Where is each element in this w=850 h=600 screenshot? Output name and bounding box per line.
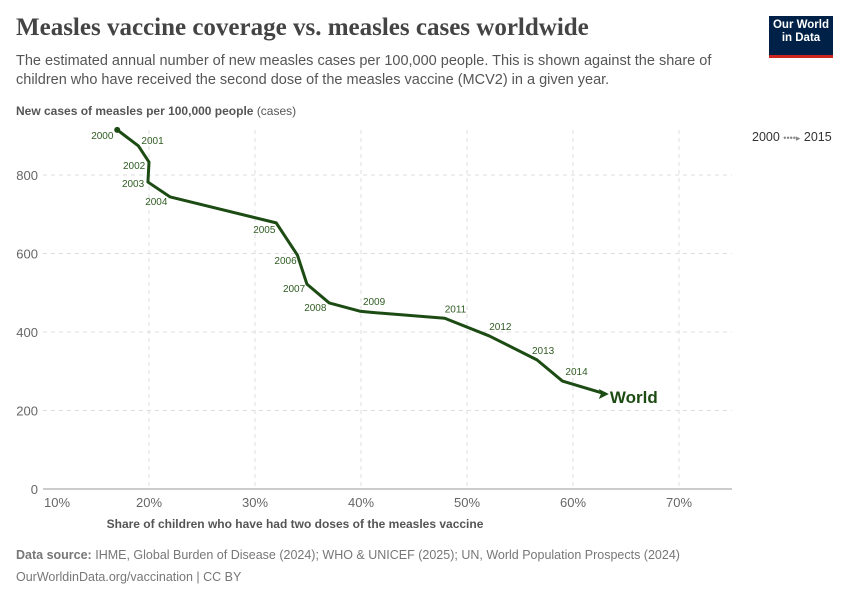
- x-tick-label: 60%: [560, 495, 586, 510]
- chart-subtitle: The estimated annual number of new measl…: [16, 53, 712, 88]
- point-label: 2000: [91, 131, 114, 142]
- x-tick-label: 30%: [242, 495, 268, 510]
- y-axis-label: New cases of measles per 100,000 people …: [16, 104, 296, 118]
- chart-title: Measles vaccine coverage vs. measles cas…: [16, 14, 589, 41]
- source-text: IHME, Global Burden of Disease (2024); W…: [95, 548, 680, 562]
- x-tick-label: 40%: [348, 495, 374, 510]
- x-tick-label: 70%: [666, 495, 692, 510]
- y-tick-label: 600: [16, 247, 38, 262]
- point-label: 2008: [304, 303, 327, 314]
- source-url[interactable]: OurWorldinData.org/vaccination | CC BY: [16, 570, 242, 584]
- y-axis-label-main: New cases of measles per 100,000 people: [16, 104, 254, 118]
- y-tick-label: 0: [31, 482, 38, 497]
- y-axis-unit: (cases): [256, 104, 297, 118]
- y-tick-label: 800: [16, 168, 38, 183]
- point-label: 2014: [565, 367, 588, 378]
- point-label: 2009: [363, 297, 386, 308]
- series-label-world: World: [610, 388, 658, 407]
- point-label: 2001: [141, 136, 164, 147]
- logo-line2: in Data: [781, 32, 821, 44]
- point-label: 2003: [122, 179, 145, 190]
- point-label: 2011: [445, 304, 467, 315]
- owid-logo[interactable]: Our World in Data: [769, 16, 833, 58]
- point-label: 2007: [283, 284, 306, 295]
- point-label: 2013: [532, 346, 555, 357]
- point-label: 2012: [489, 322, 512, 333]
- start-point-marker: [114, 126, 121, 133]
- point-label: 2004: [145, 197, 168, 208]
- x-tick-label: 50%: [454, 495, 480, 510]
- source-label: Data source:: [16, 548, 92, 562]
- legend-start: 2000: [752, 130, 780, 144]
- x-axis-label: Share of children who have had two doses…: [107, 517, 484, 531]
- data-source: Data source: IHME, Global Burden of Dise…: [16, 548, 680, 562]
- time-legend[interactable]: 2000 ••••▸ 2015: [752, 130, 832, 144]
- legend-end: 2015: [803, 130, 832, 144]
- logo-line1: Our World: [772, 19, 829, 31]
- dotted-arrow-icon: ••••▸: [783, 133, 801, 143]
- arrow-head-marker: [598, 389, 609, 400]
- point-label: 2002: [123, 161, 146, 172]
- series-line-world: [116, 128, 607, 396]
- x-tick-label: 20%: [136, 495, 162, 510]
- x-tick-label: 10%: [44, 495, 70, 510]
- y-tick-label: 400: [16, 325, 38, 340]
- y-tick-label: 200: [16, 404, 38, 419]
- point-label: 2006: [274, 256, 297, 267]
- point-label: 2005: [253, 225, 276, 236]
